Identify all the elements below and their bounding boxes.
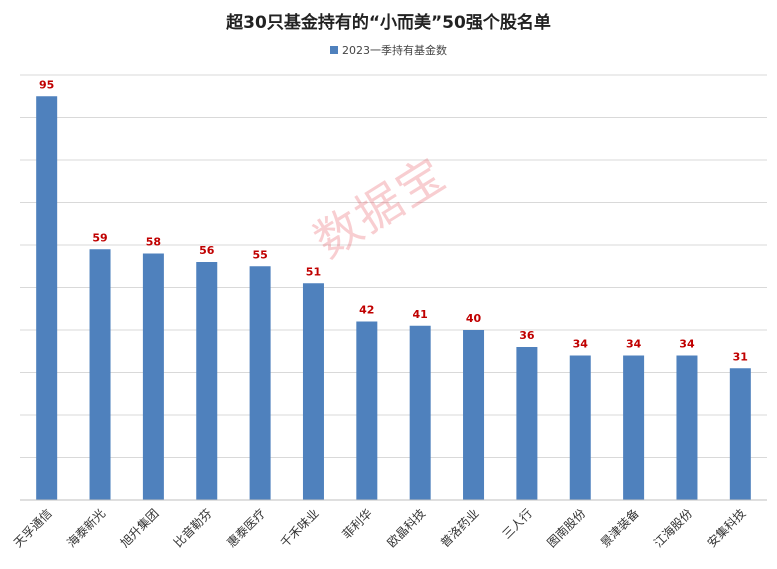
data-label-3: 56 (199, 244, 215, 257)
chart-title: 超30只基金持有的“小而美”50强个股名单 (226, 13, 551, 33)
data-label-8: 40 (466, 312, 482, 325)
x-tick-label-10: 图南股份 (544, 506, 589, 551)
x-tick-label-1: 海泰新光 (64, 506, 109, 551)
x-tick-label-11: 景津装备 (598, 506, 642, 550)
x-tick-label-9: 三人行 (500, 506, 535, 541)
data-label-0: 95 (39, 78, 54, 91)
bar-1 (89, 249, 111, 500)
data-label-4: 55 (252, 248, 267, 261)
bar-6 (356, 321, 378, 500)
data-label-5: 51 (306, 265, 321, 278)
data-label-10: 34 (573, 338, 589, 351)
bar-10 (569, 355, 591, 500)
data-label-1: 59 (92, 231, 107, 244)
bar-12 (676, 355, 698, 500)
x-tick-label-4: 惠泰医疗 (224, 506, 268, 550)
bar-4 (249, 266, 271, 500)
bar-3 (196, 262, 218, 500)
data-label-2: 58 (146, 236, 161, 249)
bar-2 (142, 253, 164, 500)
bar-5 (302, 283, 324, 500)
data-label-11: 34 (626, 338, 642, 351)
data-label-12: 34 (679, 338, 695, 351)
legend-swatch (330, 46, 338, 54)
data-label-7: 41 (413, 308, 428, 321)
legend: 2023一季持有基金数 (0, 42, 777, 58)
bar-9 (516, 347, 538, 500)
x-tick-label-0: 天孚通信 (11, 506, 55, 550)
bar-13 (729, 368, 751, 500)
bar-11 (623, 355, 645, 500)
legend-label: 2023一季持有基金数 (342, 44, 447, 57)
x-tick-label-3: 比音勒芬 (170, 506, 215, 551)
x-tick-label-5: 千禾味业 (278, 506, 322, 550)
bar-7 (409, 325, 431, 500)
x-tick-label-7: 欧晶科技 (384, 506, 428, 550)
bar-8 (463, 330, 485, 500)
x-tick-label-2: 旭升集团 (117, 506, 162, 551)
x-tick-label-8: 普洛药业 (437, 506, 482, 551)
x-tick-label-6: 菲利华 (340, 506, 375, 541)
bar-0 (36, 96, 58, 500)
x-tick-label-12: 江海股份 (651, 506, 696, 551)
data-label-9: 36 (519, 329, 535, 342)
data-label-6: 42 (359, 304, 374, 317)
data-label-13: 31 (733, 350, 748, 363)
x-tick-label-13: 安集科技 (704, 506, 749, 551)
